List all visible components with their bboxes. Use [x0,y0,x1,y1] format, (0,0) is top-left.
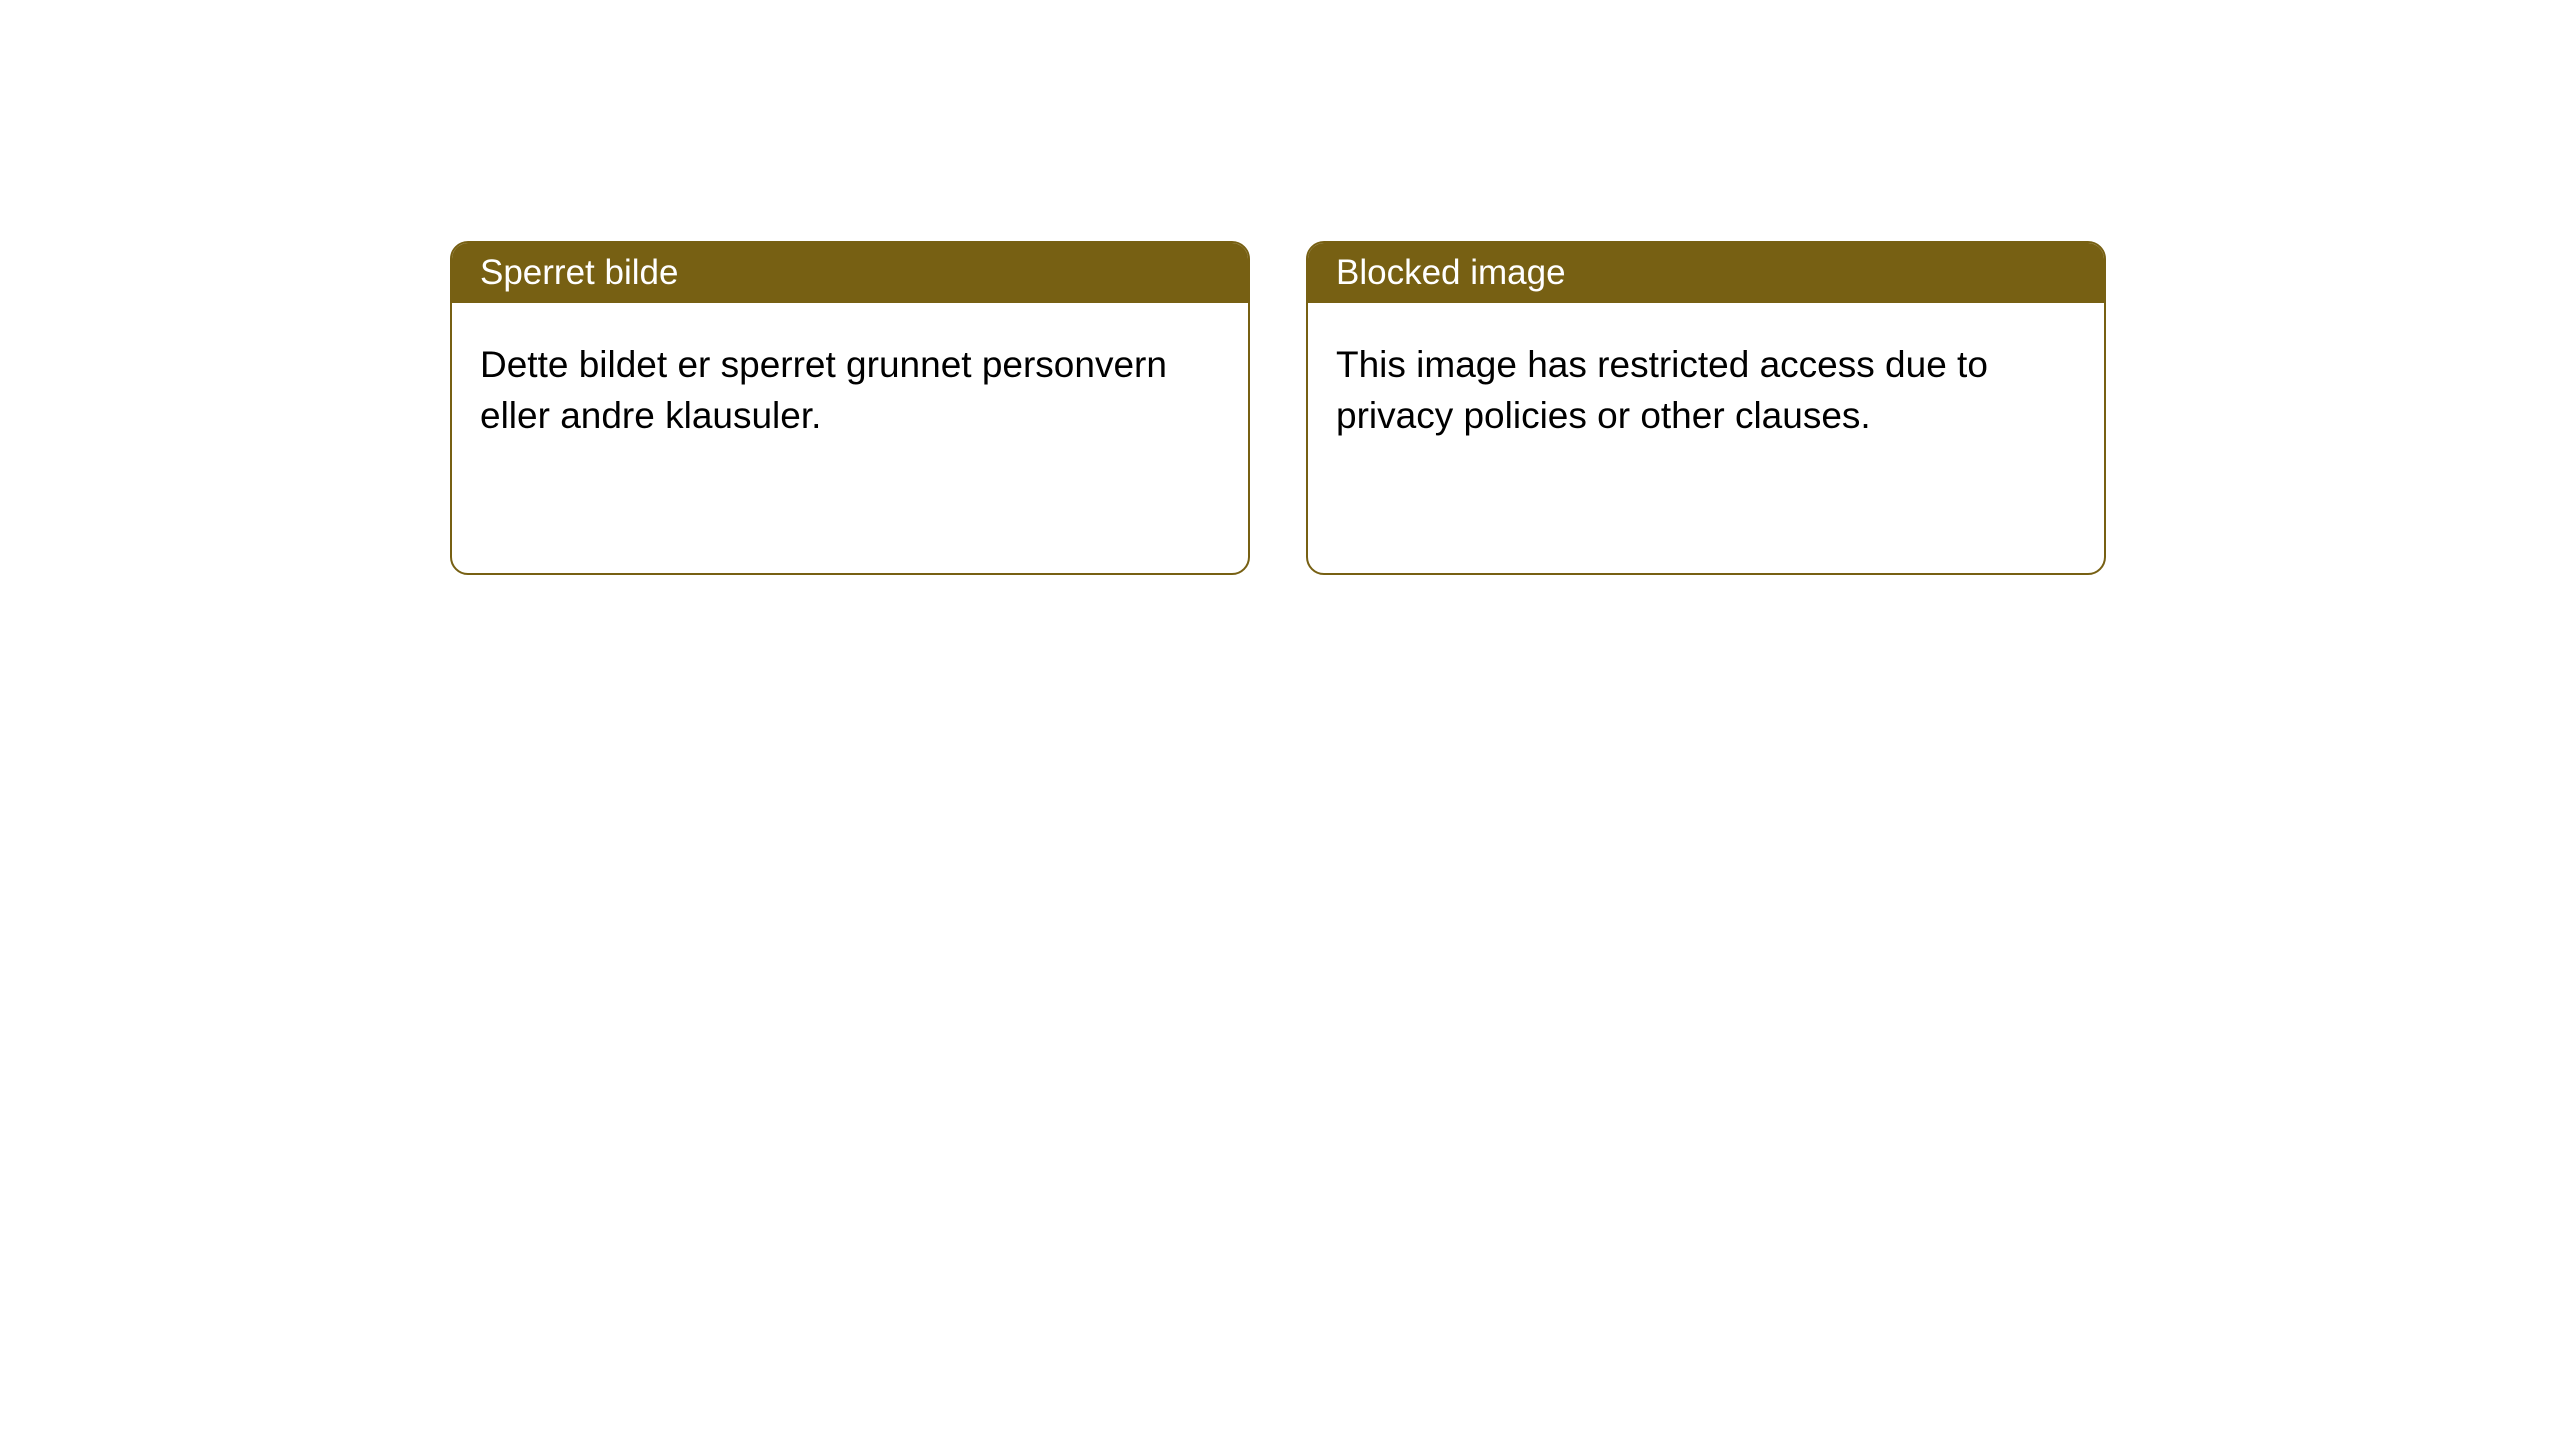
notice-cards-row: Sperret bilde Dette bildet er sperret gr… [0,0,2560,575]
card-header: Sperret bilde [452,243,1248,303]
card-body: Dette bildet er sperret grunnet personve… [452,303,1248,477]
blocked-image-card-no: Sperret bilde Dette bildet er sperret gr… [450,241,1250,575]
card-title: Sperret bilde [480,253,678,292]
card-body-text: Dette bildet er sperret grunnet personve… [480,344,1167,436]
card-title: Blocked image [1336,253,1566,292]
card-body-text: This image has restricted access due to … [1336,344,1988,436]
card-header: Blocked image [1308,243,2104,303]
card-body: This image has restricted access due to … [1308,303,2104,477]
blocked-image-card-en: Blocked image This image has restricted … [1306,241,2106,575]
